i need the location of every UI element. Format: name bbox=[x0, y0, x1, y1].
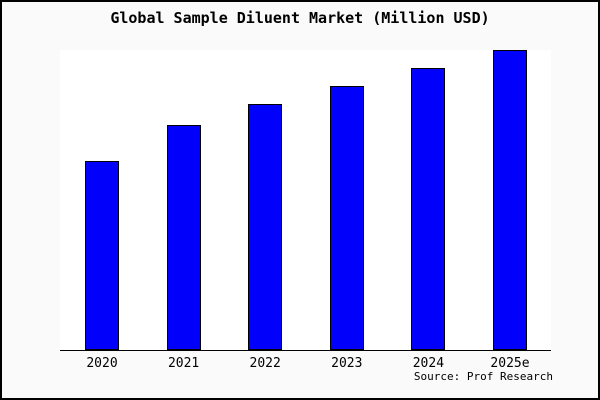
x-tick-label-2020: 2020 bbox=[86, 356, 118, 371]
bar-2024 bbox=[411, 68, 446, 350]
x-axis-labels: 2020 2021 2022 2023 2024 2025e bbox=[2, 356, 598, 372]
bar-2025e bbox=[493, 50, 527, 350]
bar-2021 bbox=[166, 125, 201, 350]
chart-title: Global Sample Diluent Market (Million US… bbox=[110, 9, 490, 27]
x-tick-label-2025e: 2025e bbox=[490, 356, 530, 371]
x-tick-label-2022: 2022 bbox=[249, 356, 281, 371]
bar-2023 bbox=[329, 86, 364, 350]
source-credit: Source: Prof Research bbox=[413, 370, 553, 383]
bar-2020 bbox=[85, 161, 119, 350]
x-tick-label-2023: 2023 bbox=[331, 356, 363, 371]
plot-area bbox=[60, 50, 551, 351]
bar-2022 bbox=[248, 104, 283, 350]
x-tick-label-2024: 2024 bbox=[412, 356, 445, 371]
x-tick-label-2021: 2021 bbox=[167, 356, 200, 371]
